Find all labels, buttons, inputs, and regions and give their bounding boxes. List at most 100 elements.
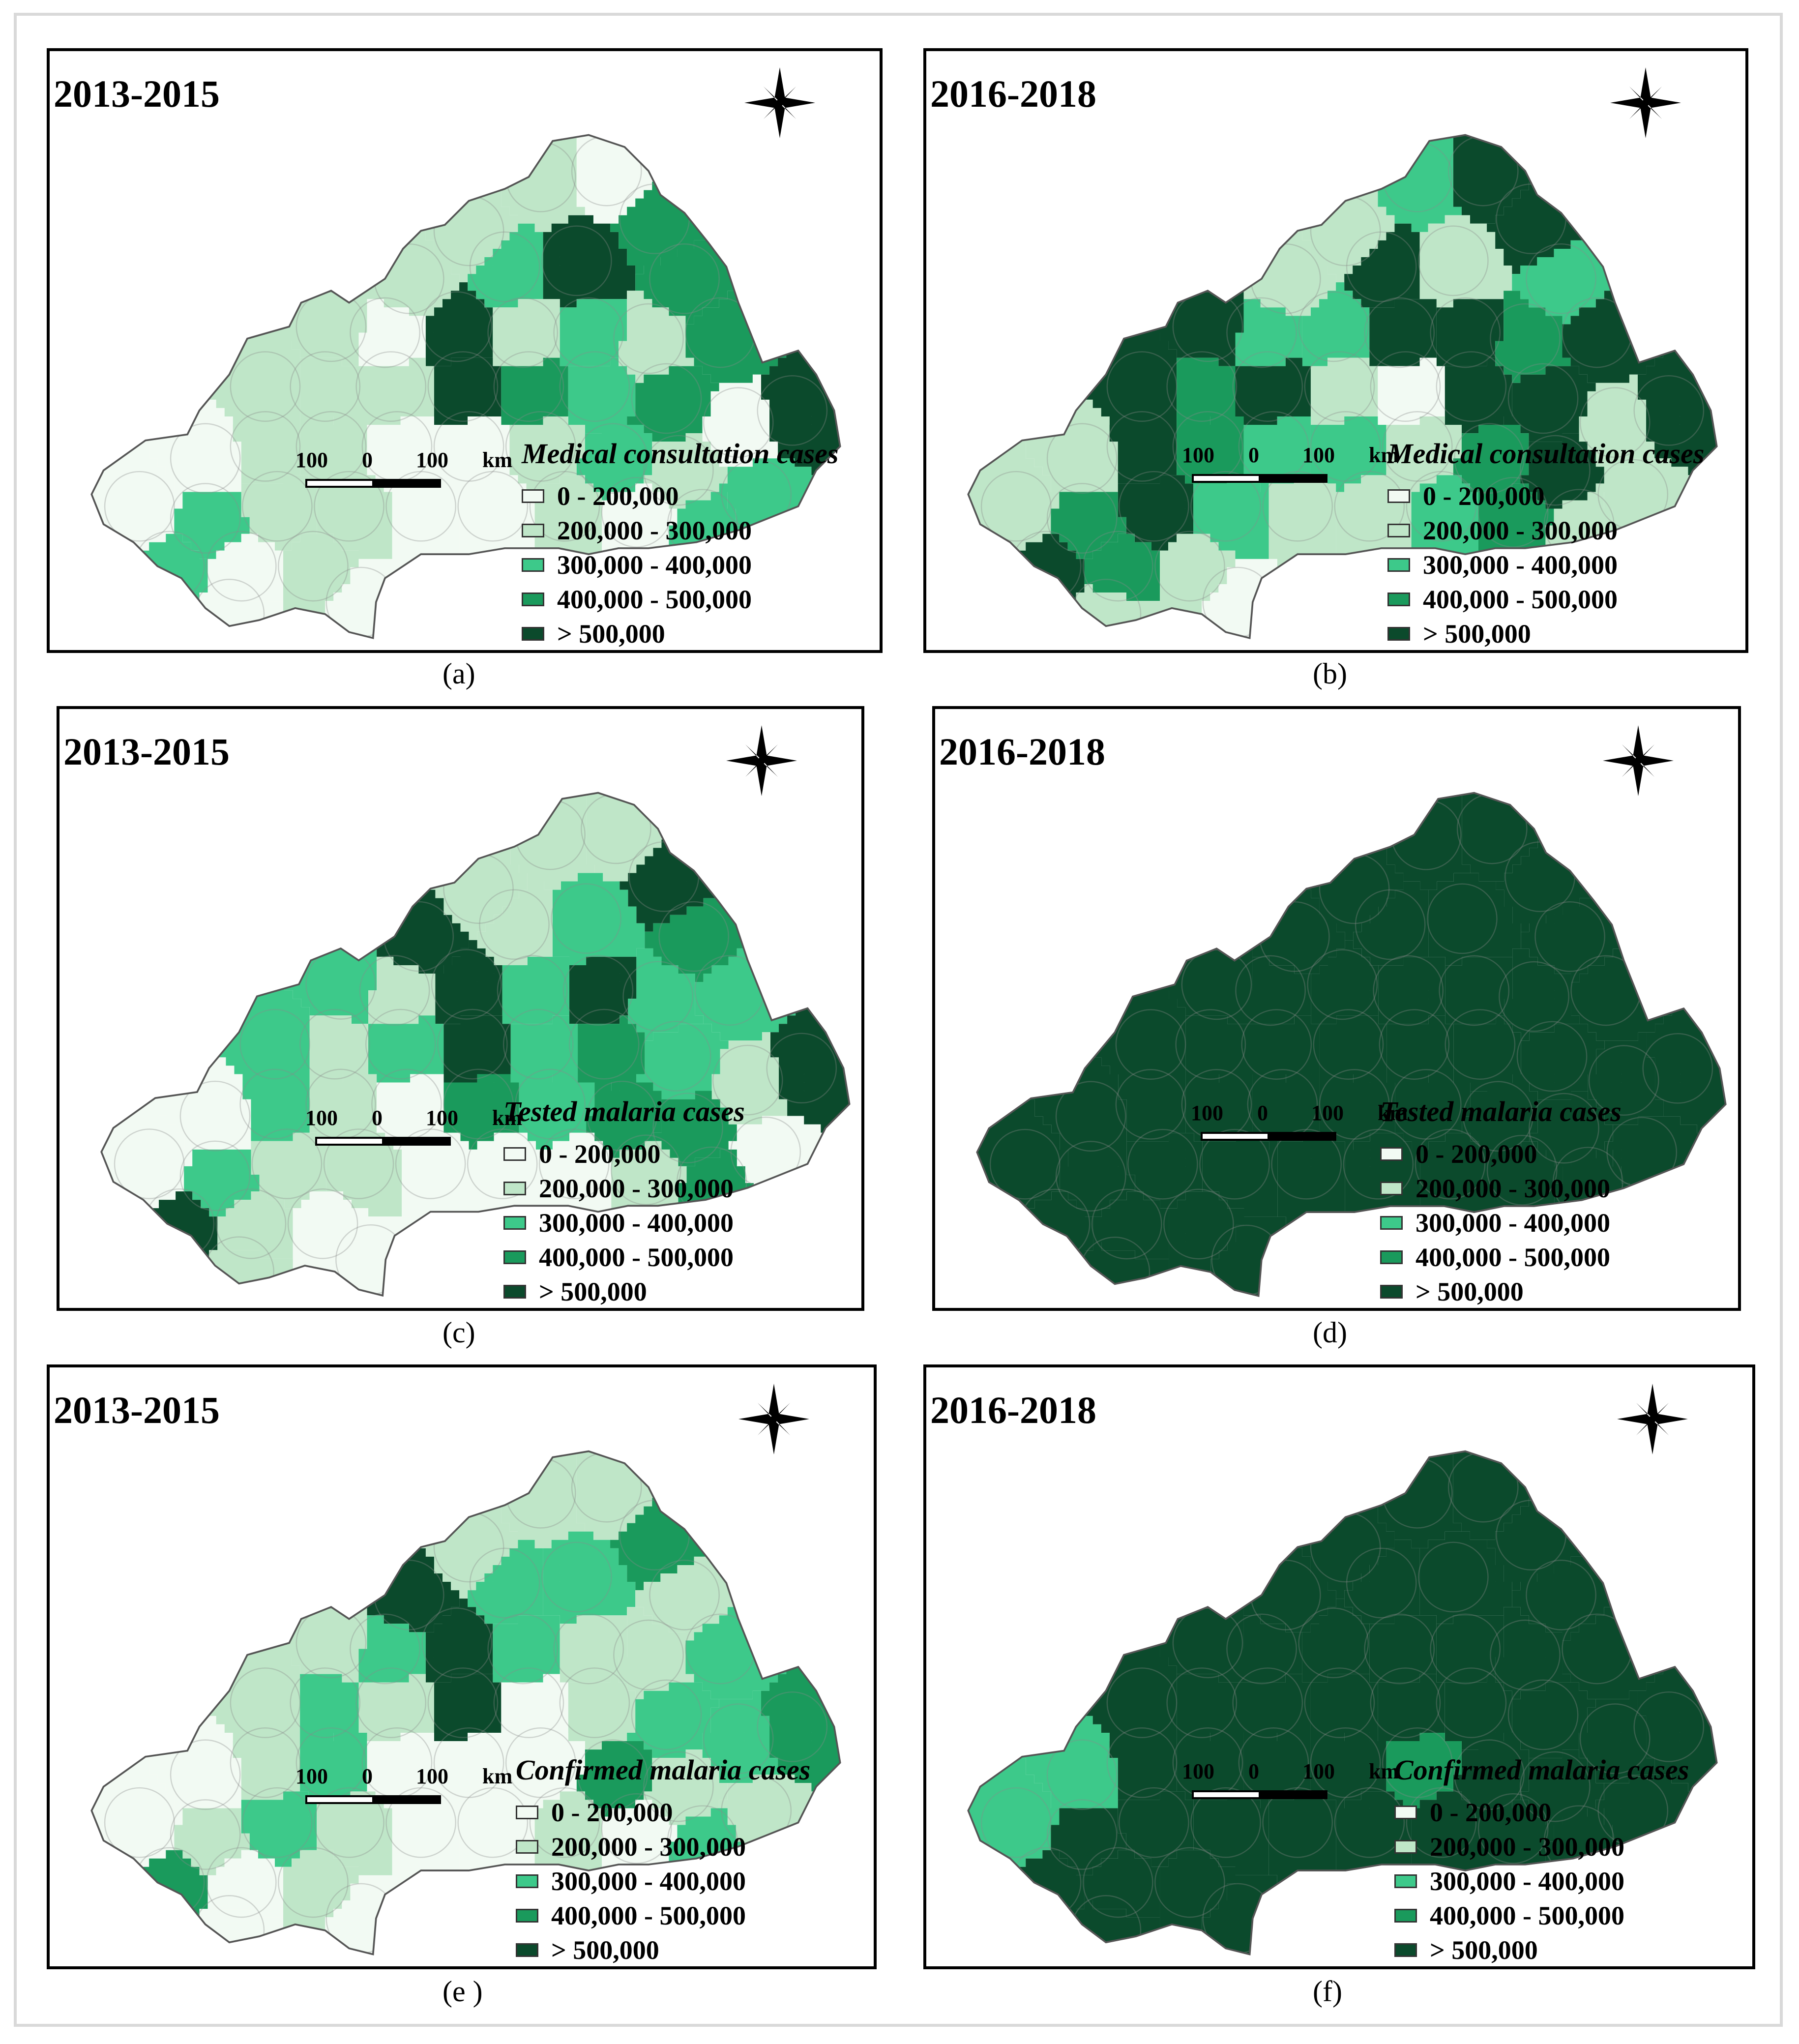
district-boundary <box>1633 375 1705 446</box>
district-region <box>91 1451 300 1742</box>
district-boundary <box>1046 483 1118 554</box>
district-boundary <box>1390 1069 1462 1140</box>
district-boundary <box>215 1188 287 1259</box>
district-region <box>266 1451 460 1632</box>
district-boundary <box>587 1080 657 1152</box>
north-arrow-icon <box>725 724 798 798</box>
scale-tick-label: 100 <box>295 448 328 472</box>
scale-tick-label: 0 <box>362 448 373 472</box>
district-boundary <box>443 1068 514 1140</box>
district-region <box>1579 374 1655 467</box>
legend-item: 400,000 - 500,000 <box>503 1240 745 1274</box>
legend-swatch <box>522 558 544 572</box>
legend-swatch <box>1380 1182 1403 1195</box>
district-region <box>586 1082 662 1158</box>
district-boundary <box>1172 1607 1243 1679</box>
district-boundary <box>1507 363 1579 434</box>
district-boundary <box>230 351 301 422</box>
district-region <box>434 1732 510 1808</box>
district-region <box>425 282 493 366</box>
district-region <box>266 135 460 316</box>
scale-unit: km <box>482 448 513 472</box>
district-boundary <box>497 955 568 1026</box>
legend-item: 300,000 - 400,000 <box>522 548 838 582</box>
scale-tick-label: 100 <box>1302 1759 1335 1783</box>
district-region <box>358 299 426 366</box>
district-boundary <box>1454 1739 1525 1810</box>
legend-swatch <box>1380 1216 1403 1230</box>
district-boundary <box>601 476 672 548</box>
district-boundary <box>1355 889 1426 960</box>
district-boundary <box>562 955 634 1026</box>
district-region <box>1310 1732 1386 1808</box>
district-boundary <box>1055 1141 1126 1212</box>
legend-label: 0 - 200,000 <box>1423 481 1545 511</box>
district-boundary <box>1430 1613 1501 1685</box>
district-region <box>702 374 778 467</box>
district-region <box>968 1451 1177 1742</box>
district-region <box>569 956 637 1024</box>
district-boundary <box>568 1008 640 1080</box>
choropleth-map <box>100 792 851 1297</box>
district-region <box>968 533 1085 638</box>
scale-unit: km <box>1378 1101 1408 1125</box>
legend-swatch <box>1394 1806 1417 1819</box>
district-boundary <box>1118 1787 1189 1858</box>
district-region <box>1319 1015 1387 1083</box>
district-boundary <box>1373 955 1444 1026</box>
district-boundary <box>1298 291 1369 362</box>
district-boundary <box>395 1128 466 1199</box>
district-boundary <box>241 1787 313 1858</box>
district-boundary <box>1417 1541 1489 1613</box>
district-region <box>101 1191 218 1296</box>
legend-label: > 500,000 <box>1416 1277 1524 1306</box>
scale-bar-segment <box>315 1137 384 1146</box>
district-region <box>434 357 501 425</box>
district-region <box>317 1791 392 1875</box>
district-boundary <box>314 471 384 542</box>
district-region <box>468 223 543 308</box>
district-boundary <box>1436 351 1507 422</box>
district-boundary <box>314 1787 384 1858</box>
legend-item: > 500,000 <box>503 1274 745 1309</box>
district-region <box>1252 1074 1320 1150</box>
legend-label: 400,000 - 500,000 <box>1430 1901 1624 1930</box>
district-boundary <box>577 423 648 494</box>
district-region <box>1386 1732 1462 1808</box>
district-boundary <box>1477 1793 1549 1864</box>
district-region <box>300 416 367 484</box>
district-region <box>1453 425 1529 501</box>
district-region <box>368 956 436 1024</box>
district-region <box>576 1741 652 1817</box>
district-region <box>207 1850 284 1918</box>
legend-label: > 500,000 <box>551 1935 659 1965</box>
district-boundary <box>1154 531 1225 602</box>
district-boundary <box>980 1787 1052 1858</box>
district-region <box>1235 1615 1302 1683</box>
district-region <box>1496 793 1726 932</box>
legend-swatch <box>522 524 544 537</box>
district-boundary <box>230 1667 301 1738</box>
district-boundary <box>1190 471 1261 542</box>
district-region <box>1177 1732 1244 1800</box>
district-region <box>1369 299 1437 366</box>
legend-swatch <box>1380 1147 1403 1161</box>
district-boundary <box>1046 423 1118 494</box>
district-region <box>91 533 208 638</box>
district-boundary <box>1346 231 1417 302</box>
district-boundary <box>1106 1667 1178 1738</box>
district-boundary <box>1226 1613 1297 1685</box>
legend-title: Confirmed malaria cases <box>516 1754 811 1786</box>
district-region <box>101 793 310 1083</box>
district-region <box>1185 1074 1253 1142</box>
district-boundary <box>1091 1188 1162 1260</box>
district-boundary <box>1486 1134 1558 1206</box>
legend-swatch <box>1380 1285 1403 1299</box>
scale-unit: km <box>492 1106 523 1130</box>
district-region <box>101 793 377 1024</box>
district-region <box>968 1850 1085 1955</box>
district-region <box>568 1674 636 1750</box>
scale-tick-label: 100 <box>426 1106 458 1130</box>
legend-item: 400,000 - 500,000 <box>1387 582 1704 617</box>
district-region <box>1353 881 1429 966</box>
